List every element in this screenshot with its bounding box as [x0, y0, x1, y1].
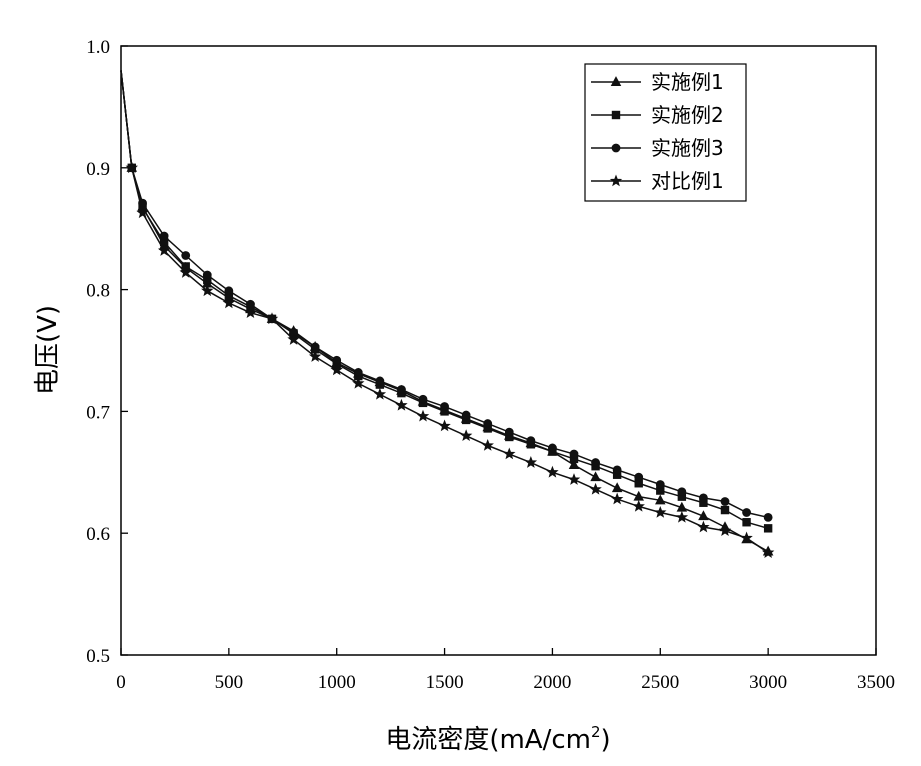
data-point: [612, 494, 622, 504]
x-tick-label: 500: [215, 672, 244, 693]
x-axis-title-close: ): [601, 725, 611, 755]
x-tick-label: 3500: [857, 672, 895, 693]
data-point: [160, 232, 168, 240]
x-tick-label: 1500: [426, 672, 464, 693]
data-point: [569, 474, 579, 484]
data-point: [504, 449, 514, 459]
data-point: [418, 411, 428, 421]
data-point: [570, 450, 578, 458]
data-point: [527, 437, 535, 445]
y-tick-label: 0.6: [86, 524, 110, 545]
data-point: [764, 513, 772, 521]
data-point: [396, 400, 406, 410]
legend-label: 对比例1: [651, 169, 724, 193]
data-point: [182, 251, 190, 259]
legend-marker: [612, 144, 620, 152]
data-point: [419, 395, 427, 403]
data-point: [397, 385, 405, 393]
y-tick-label: 0.9: [86, 159, 110, 180]
x-axis-title: 电流密度(mA/cm2): [385, 723, 610, 755]
data-point: [225, 287, 233, 295]
data-point: [462, 411, 470, 419]
x-tick-label: 2000: [533, 672, 571, 693]
data-point: [461, 430, 471, 440]
data-point: [590, 484, 600, 494]
data-point: [592, 459, 600, 467]
data-point: [720, 525, 730, 535]
data-point: [203, 271, 211, 279]
data-point: [656, 480, 664, 488]
legend-label: 实施例2: [651, 103, 724, 127]
legend-marker: [612, 111, 620, 119]
data-point: [483, 440, 493, 450]
data-point: [333, 356, 341, 364]
data-point: [591, 472, 600, 481]
data-point: [548, 444, 556, 452]
plot-area: [121, 46, 876, 655]
data-point: [721, 498, 729, 506]
x-tick-label: 2500: [641, 672, 679, 693]
data-point: [721, 506, 729, 514]
data-point: [376, 377, 384, 385]
chart: 0 500 1000 1500 2000 2500 3000 3500 0.5 0.6 0.7 0.8…: [0, 0, 921, 766]
data-point: [526, 457, 536, 467]
x-axis-title-text: 电流密度(mA/cm: [385, 725, 591, 755]
data-point: [505, 428, 513, 436]
data-point: [613, 466, 621, 474]
data-point: [354, 368, 362, 376]
data-point: [764, 525, 772, 533]
data-point: [655, 507, 665, 517]
data-point: [743, 508, 751, 516]
x-tick-label: 1000: [318, 672, 356, 693]
data-point: [699, 494, 707, 502]
y-tick-label: 0.8: [86, 281, 110, 302]
x-axis-title-superscript: 2: [591, 723, 601, 741]
data-point: [698, 522, 708, 532]
x-tick-label: 0: [116, 672, 126, 693]
data-point: [743, 518, 751, 526]
data-point: [375, 389, 385, 399]
data-point: [677, 512, 687, 522]
data-point: [311, 343, 319, 351]
data-point: [547, 467, 557, 477]
data-point: [635, 473, 643, 481]
y-tick-label: 0.5: [86, 646, 110, 667]
data-point: [441, 403, 449, 411]
data-point: [484, 420, 492, 428]
data-point: [439, 421, 449, 431]
legend: 实施例1 实施例2 实施例3 对比例1: [585, 64, 746, 201]
data-point: [678, 488, 686, 496]
x-tick-label: 3000: [749, 672, 787, 693]
axis-ticks: 0 500 1000 1500 2000 2500 3000 3500 0.5 0.6 0.7 0.8…: [86, 37, 895, 693]
legend-label: 实施例1: [651, 70, 724, 94]
data-point: [613, 483, 622, 492]
data-point: [634, 501, 644, 511]
y-axis-title: 电压(V): [33, 305, 63, 395]
legend-label: 实施例3: [651, 136, 724, 160]
y-tick-label: 0.7: [86, 402, 110, 423]
y-tick-label: 1.0: [86, 37, 110, 58]
